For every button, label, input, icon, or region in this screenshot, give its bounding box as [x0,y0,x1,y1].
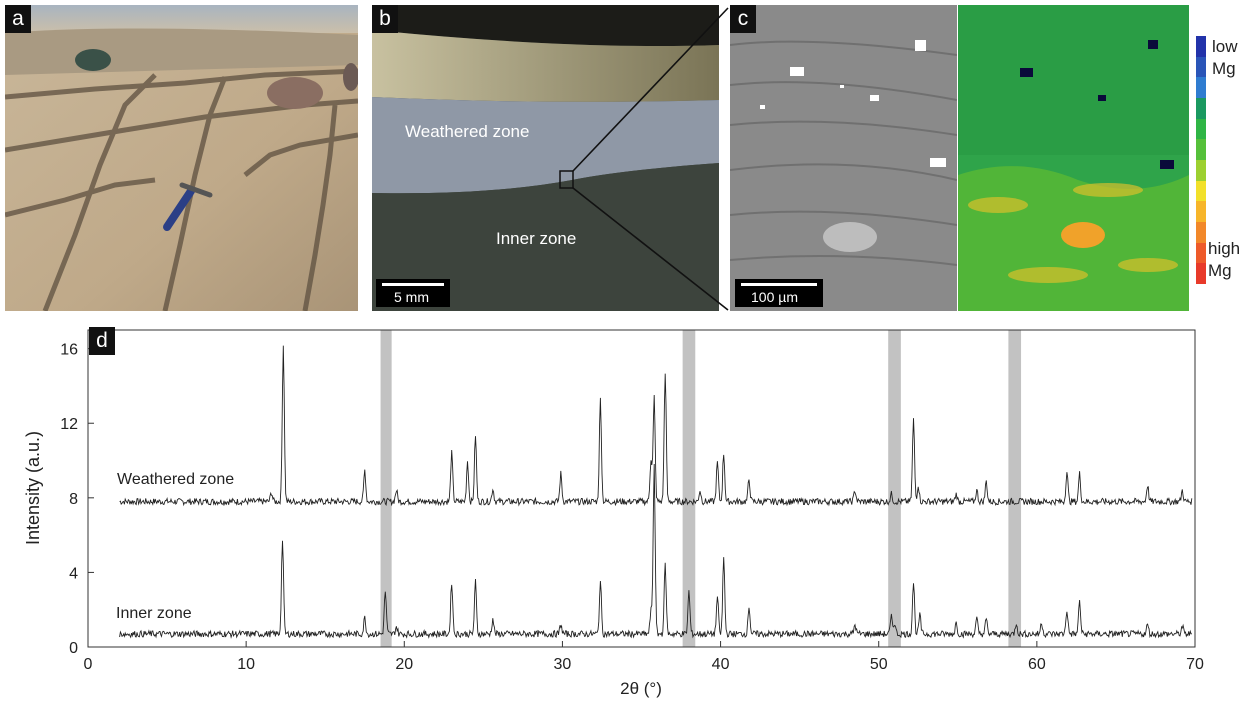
series-label-1: Inner zone [116,605,192,622]
scale-bar-c-text: 100 µm [751,289,798,305]
outcrop-photo [5,5,358,311]
colorbar-swatch [1196,118,1206,140]
colorbar-swatch [1196,160,1206,181]
colorbar-high-label: high Mg [1208,238,1240,282]
colorbar-high-text-1: high [1208,239,1241,258]
scale-bar-c: 100 µm [735,279,823,307]
colorbar-low-label: low Mg [1212,36,1238,80]
colorbar-low-text-1: low [1212,37,1238,56]
series-line-1 [119,463,1193,639]
y-tick-label: 0 [69,640,78,657]
scale-bar-b: 5 mm [376,279,450,307]
shaded-band [380,330,392,647]
colorbar-swatch [1196,201,1206,223]
colorbar-swatch [1196,242,1206,264]
series-label-0: Weathered zone [117,471,234,488]
colorbar-swatch [1196,56,1206,78]
y-tick-label: 8 [69,491,78,508]
scale-bar-b-text: 5 mm [394,289,429,305]
x-tick-label: 20 [395,656,413,673]
x-tick-label: 50 [870,656,888,673]
colorbar-swatch [1196,139,1206,161]
colorbar-swatch [1196,263,1206,285]
axes-layer: 0 10 20 30 40 50 60 70 0 4 8 12 16 [60,342,1204,673]
inner-zone-label: Inner zone [496,229,577,248]
shaded-band [682,330,696,647]
panel-a-photo: a [5,5,358,311]
x-tick-label: 30 [554,656,572,673]
shaded-bands [380,330,1022,647]
y-tick-label: 16 [60,342,78,359]
panel-b-photo: Weathered zone Inner zone 5 mm b [372,5,719,311]
x-axis-label: 2θ (°) [620,679,662,698]
series-line-0 [119,345,1193,507]
x-tick-label: 60 [1028,656,1046,673]
plot-frame [87,329,1196,648]
panel-a-label: a [5,5,31,33]
shaded-band [888,330,901,647]
colorbar-swatch [1196,222,1206,243]
mg-map [958,5,1189,311]
colorbar-swatch [1196,180,1206,202]
x-tick-label: 70 [1186,656,1204,673]
shaded-band [1008,330,1022,647]
x-tick-label: 10 [237,656,255,673]
colorbar-swatch [1196,77,1206,99]
series-layer: Weathered zone Inner zone [116,345,1193,639]
y-tick-label: 12 [60,416,78,433]
y-axis-label: Intensity (a.u.) [23,431,43,545]
colorbar-low-text-2: Mg [1212,59,1236,78]
colorbar-swatch [1196,36,1206,57]
y-tick-label: 4 [69,565,78,582]
colorbar-swatches [1196,36,1206,285]
panel-c-sem: 100 µm c [730,5,957,311]
rock-section-photo [372,5,719,311]
x-tick-label: 40 [712,656,730,673]
colorbar [1196,36,1206,285]
mg-map-image [958,5,1189,311]
panel-c-label: c [730,5,756,33]
sem-image [730,5,957,311]
colorbar-swatch [1196,98,1206,119]
colorbar-high-text-2: Mg [1208,261,1232,280]
weathered-zone-label: Weathered zone [405,122,530,141]
panel-b-label: b [372,5,398,33]
x-tick-label: 0 [84,656,93,673]
panel-d-label: d [89,327,115,355]
